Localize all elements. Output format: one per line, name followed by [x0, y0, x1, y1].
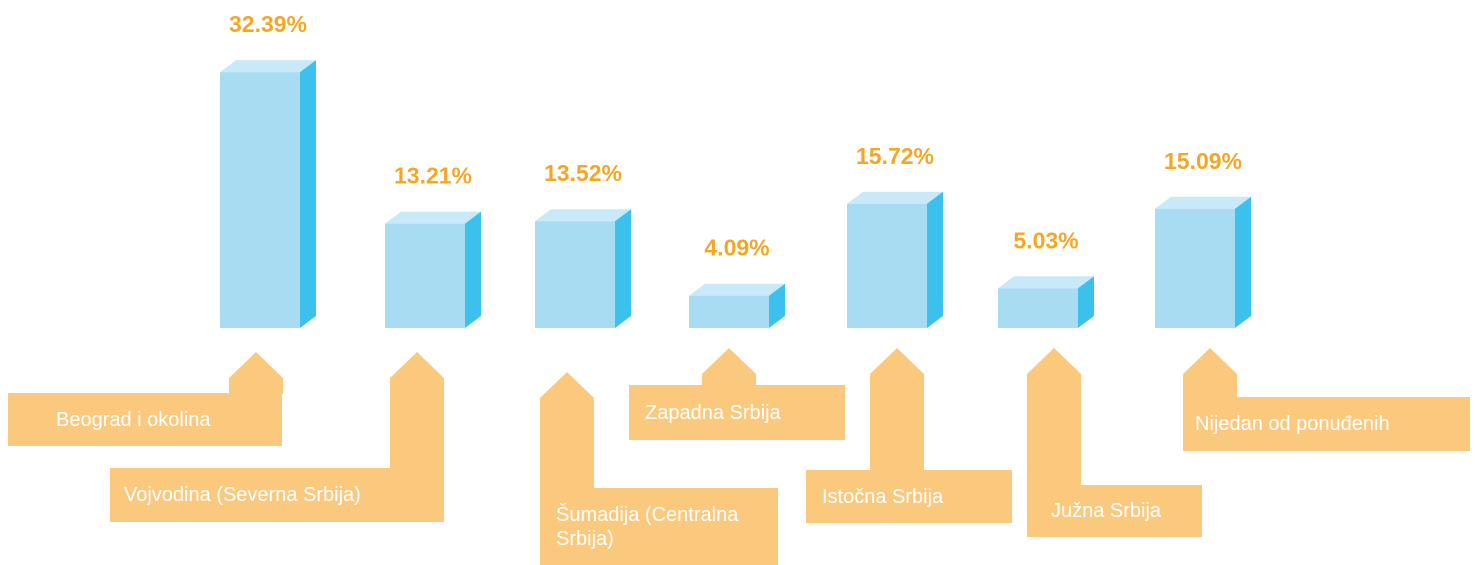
category-label: Istočna Srbija	[822, 485, 944, 508]
bar-top	[847, 191, 943, 204]
value-label: 32.39%	[229, 11, 307, 37]
value-label: 13.21%	[394, 163, 472, 189]
bar-top	[1155, 196, 1251, 209]
callout-box	[806, 470, 1012, 523]
category-label: Južna Srbija	[1051, 500, 1162, 522]
callout-box	[629, 385, 845, 440]
bar-side	[927, 191, 943, 328]
value-label: 13.52%	[544, 160, 622, 186]
category-label: Zapadna Srbija	[645, 401, 781, 424]
bar-top	[385, 211, 481, 224]
callout-box	[8, 393, 282, 446]
bar	[220, 72, 300, 328]
category-label: Vojvodina (Severna Srbija)	[124, 484, 361, 506]
bar-side	[465, 211, 481, 328]
bar	[998, 288, 1078, 328]
callout-box	[110, 468, 444, 522]
bar-side	[615, 209, 631, 328]
bar	[1155, 208, 1235, 328]
callout-arrow	[702, 348, 756, 386]
bar	[847, 203, 927, 328]
bar	[535, 221, 615, 328]
value-label: 4.09%	[704, 235, 769, 261]
callout-arrow	[540, 372, 594, 489]
callout-arrow	[390, 352, 444, 469]
callout-arrow	[229, 352, 283, 394]
category-label: Beograd i okolina	[56, 408, 211, 431]
bar-side	[300, 60, 316, 329]
category-label: Nijedan od ponuđenih	[1195, 413, 1390, 435]
value-label: 5.03%	[1013, 227, 1078, 253]
bar-top	[220, 60, 316, 73]
bar-top	[689, 283, 785, 296]
callout-box	[1027, 485, 1202, 537]
value-label: 15.72%	[856, 143, 934, 169]
bar	[689, 295, 769, 328]
callout-arrow	[1183, 348, 1237, 398]
callout-box	[1183, 397, 1470, 451]
bar	[385, 223, 465, 328]
callout-arrow	[870, 348, 924, 471]
bar-side	[1235, 196, 1251, 328]
bar-side	[769, 283, 785, 328]
callout-box	[540, 488, 778, 565]
bar-top	[998, 276, 1094, 289]
value-label: 15.09%	[1164, 148, 1242, 174]
callout-arrow	[1027, 348, 1081, 486]
bar-top	[535, 209, 631, 222]
category-label: Šumadija (Centralna Srbija)	[556, 503, 739, 550]
bar-side	[1078, 276, 1094, 328]
